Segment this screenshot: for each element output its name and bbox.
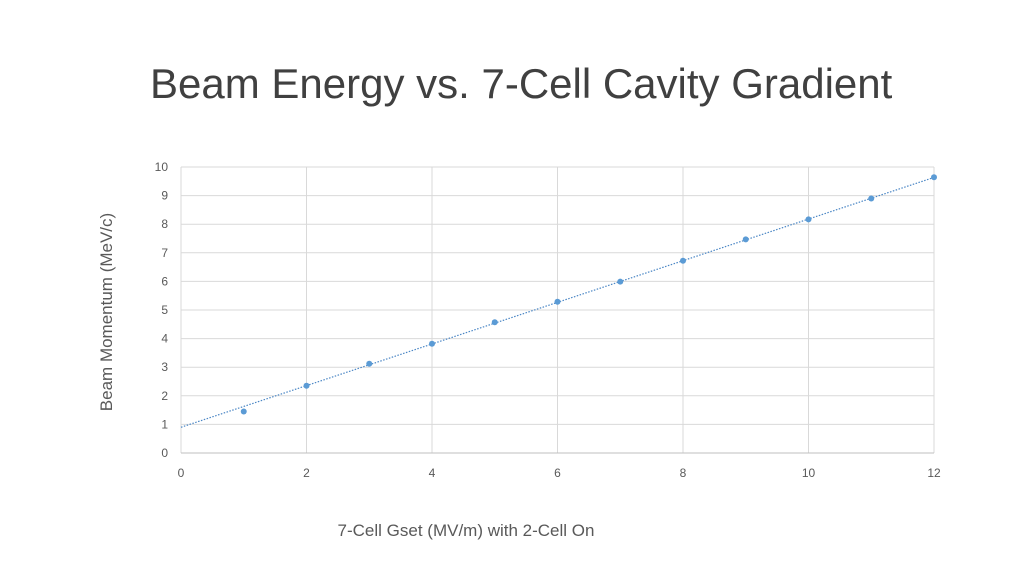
- y-axis-title: Beam Momentum (MeV/c): [97, 213, 116, 411]
- x-tick-labels: 0 2 4 6 8 10 12: [178, 466, 941, 480]
- x-axis-title: 7-Cell Gset (MV/m) with 2-Cell On: [338, 521, 595, 540]
- x-tick-label: 10: [802, 466, 816, 480]
- y-tick-label: 0: [161, 446, 168, 460]
- data-point: [805, 216, 812, 223]
- data-points: [240, 174, 937, 415]
- y-tick-label: 8: [161, 217, 168, 231]
- x-tick-label: 6: [554, 466, 561, 480]
- x-tick-label: 4: [429, 466, 436, 480]
- y-tick-label: 6: [161, 274, 168, 288]
- y-tick-label: 7: [161, 246, 168, 260]
- y-tick-label: 10: [155, 160, 169, 174]
- y-tick-label: 9: [161, 189, 168, 203]
- x-tick-label: 2: [303, 466, 310, 480]
- x-tick-label: 0: [178, 466, 185, 480]
- data-point: [366, 360, 373, 367]
- data-point: [554, 298, 561, 305]
- y-tick-label: 4: [161, 332, 168, 346]
- grid-lines: [180, 166, 935, 454]
- data-point: [429, 340, 435, 347]
- data-point: [617, 278, 624, 285]
- slide-title: Beam Energy vs. 7-Cell Cavity Gradient: [150, 60, 893, 107]
- data-point: [491, 319, 498, 326]
- data-point: [868, 195, 875, 202]
- x-tick-label: 8: [680, 466, 687, 480]
- y-tick-label: 5: [161, 303, 168, 317]
- data-point: [931, 174, 937, 181]
- data-point: [680, 257, 686, 264]
- y-tick-label: 2: [161, 389, 168, 403]
- y-tick-label: 1: [161, 417, 168, 431]
- data-point: [303, 382, 310, 389]
- x-tick-label: 12: [927, 466, 941, 480]
- y-tick-labels: 0 1 2 3 4 5 6 7 8 9 10: [155, 160, 169, 460]
- data-point: [240, 408, 247, 415]
- data-point: [742, 236, 749, 243]
- y-tick-label: 3: [161, 360, 168, 374]
